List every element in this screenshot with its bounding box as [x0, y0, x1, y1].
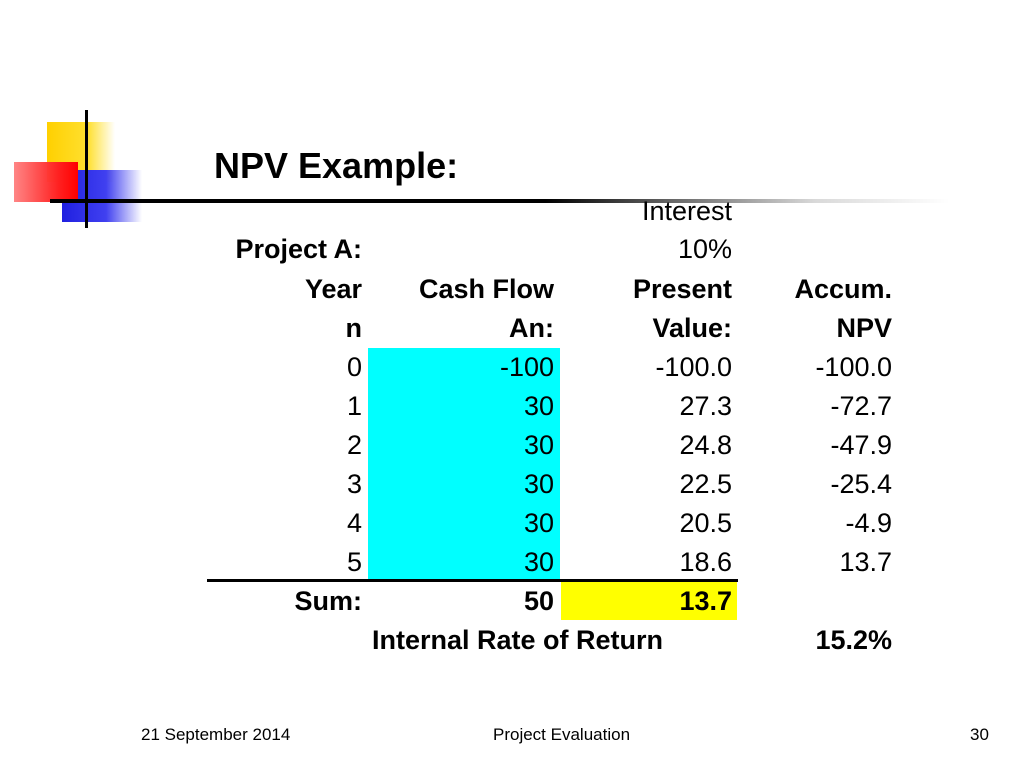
header-present: Present — [632, 274, 732, 304]
table-row-cash: 30 — [523, 547, 554, 577]
table-row-year: 2 — [346, 430, 362, 460]
header-an: An: — [509, 313, 554, 343]
footer-title: Project Evaluation — [493, 725, 631, 744]
vertical-line — [85, 110, 88, 228]
table-row-cash: -100 — [499, 352, 554, 382]
table-row-pv: 20.5 — [679, 508, 732, 538]
decorative-corner-graphic — [0, 100, 160, 240]
page-number: 30 — [970, 725, 989, 744]
table-row-cash: 30 — [523, 469, 554, 499]
table-row-npv: -25.4 — [830, 469, 892, 499]
table-row-year: 4 — [346, 508, 362, 538]
sum-label: Sum: — [294, 586, 363, 616]
table-row-npv: -72.7 — [830, 391, 892, 421]
table-row-npv: -4.9 — [845, 508, 892, 538]
table-row-npv: -47.9 — [830, 430, 892, 460]
table-row-year: 0 — [346, 352, 362, 382]
interest-label: Interest — [641, 196, 732, 226]
table-row-pv: 22.5 — [679, 469, 732, 499]
header-n: n — [345, 313, 363, 343]
table-row-npv: 13.7 — [839, 547, 892, 577]
table-row-npv: -100.0 — [815, 352, 892, 382]
project-label: Project A: — [235, 234, 362, 264]
table-row-year: 1 — [346, 391, 362, 421]
interest-rate: 10% — [677, 234, 732, 264]
slide-title: NPV Example: — [214, 145, 459, 186]
title-rule-line — [50, 199, 950, 203]
table-row-pv: 18.6 — [679, 547, 732, 577]
irr-label: Internal Rate of Return — [372, 625, 664, 655]
header-accum: Accum. — [794, 274, 892, 304]
footer-date: 21 September 2014 — [141, 725, 291, 744]
table-row-year: 3 — [346, 469, 362, 499]
cash-flow-highlight — [368, 348, 560, 580]
header-value: Value: — [652, 313, 732, 343]
table-row-pv: 24.8 — [679, 430, 732, 460]
npv-sum-highlight — [561, 582, 737, 620]
table-row-cash: 30 — [523, 430, 554, 460]
table-row-cash: 30 — [523, 508, 554, 538]
sum-divider-line — [207, 579, 738, 582]
header-npv: NPV — [836, 313, 892, 343]
table-row-cash: 30 — [523, 391, 554, 421]
table-row-pv: 27.3 — [679, 391, 732, 421]
irr-value: 15.2% — [815, 625, 892, 655]
sum-present-value: 13.7 — [679, 586, 732, 616]
table-row-pv: -100.0 — [655, 352, 732, 382]
table-row-year: 5 — [346, 547, 362, 577]
sum-cash-flow: 50 — [523, 586, 554, 616]
header-cash-flow: Cash Flow — [418, 274, 554, 304]
red-square — [14, 162, 78, 202]
header-year: Year — [304, 274, 362, 304]
